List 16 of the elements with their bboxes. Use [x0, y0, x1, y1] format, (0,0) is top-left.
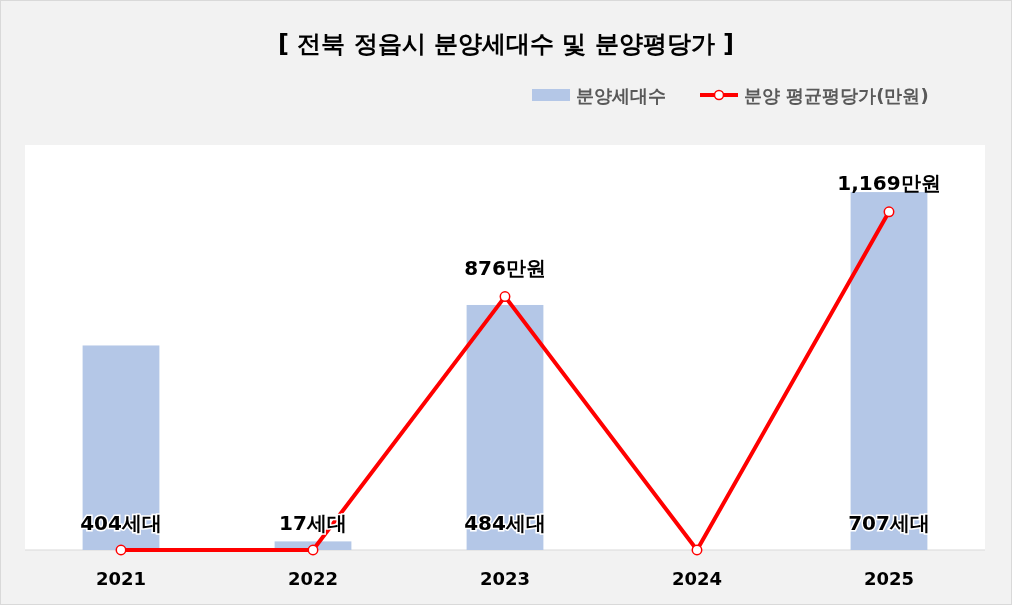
- data-label: 484세대: [464, 511, 546, 535]
- data-label: 1,169만원: [837, 170, 941, 195]
- legend-label: 분양 평균평당가(만원): [744, 85, 929, 106]
- legend-label: 분양세대수: [576, 85, 666, 106]
- x-tick-label: 2022: [287, 567, 339, 589]
- x-tick-label: 2021: [95, 567, 147, 589]
- x-tick-label: 2025: [863, 567, 915, 589]
- bar: [850, 192, 928, 550]
- data-label: 707세대: [848, 511, 930, 535]
- chart-title: [ 전북 정읍시 분양세대수 및 분양평당가 ]: [277, 30, 735, 58]
- data-label: 404세대: [80, 511, 162, 535]
- bar: [82, 345, 160, 550]
- x-tick-label: 2023: [479, 567, 531, 589]
- data-label: 876만원: [464, 255, 546, 280]
- bar: [466, 304, 544, 550]
- x-tick-label: 2024: [671, 567, 723, 589]
